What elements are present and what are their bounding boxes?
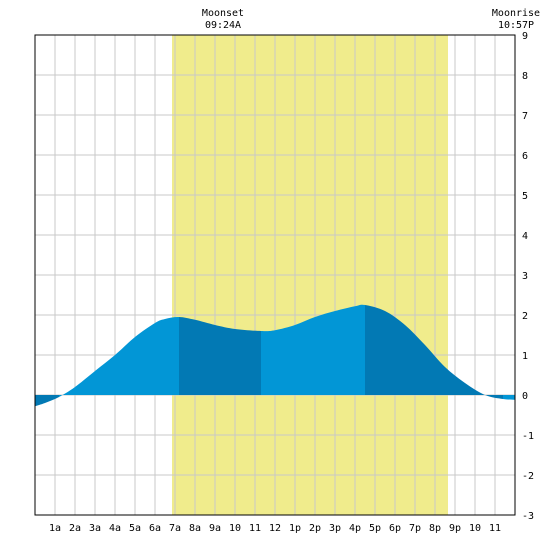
event-name-label: Moonset xyxy=(202,8,244,19)
y-tick-label: -1 xyxy=(522,431,534,442)
y-tick-label: 8 xyxy=(522,71,528,82)
x-tick-label: 5p xyxy=(369,523,381,534)
x-tick-label: 3a xyxy=(89,523,101,534)
event-time-label: 09:24A xyxy=(205,20,241,31)
tide-area-segment xyxy=(35,395,59,407)
y-tick-label: 1 xyxy=(522,351,528,362)
x-tick-label: 7p xyxy=(409,523,421,534)
y-tick-label: 0 xyxy=(522,391,528,402)
tide-area-layer xyxy=(35,304,515,407)
y-tick-label: -2 xyxy=(522,471,534,482)
x-tick-label: 10 xyxy=(469,523,481,534)
y-tick-label: 6 xyxy=(522,151,528,162)
x-tick-label: 4a xyxy=(109,523,121,534)
x-tick-label: 12 xyxy=(269,523,281,534)
x-tick-label: 9a xyxy=(209,523,221,534)
tide-area-segment xyxy=(503,395,515,400)
tide-area-segment xyxy=(261,304,365,395)
y-tick-label: 5 xyxy=(522,191,528,202)
x-tick-label: 5a xyxy=(129,523,141,534)
axis-layer xyxy=(34,34,516,516)
x-tick-label: 10 xyxy=(229,523,241,534)
y-tick-label: 9 xyxy=(522,31,528,42)
label-layer: 1a 2a 3a 4a 5a 6a 7a 8a 9a 10 11 12 1p 2p 3p 4p 5p 6p 7p 8p… xyxy=(49,8,540,534)
y-tick-label: 2 xyxy=(522,311,528,322)
x-tick-label: 6p xyxy=(389,523,401,534)
x-tick-label: 8a xyxy=(189,523,201,534)
event-name-label: Moonrise xyxy=(492,8,540,19)
tide-area-segment xyxy=(179,317,261,395)
x-tick-label: 6a xyxy=(149,523,161,534)
x-tick-label: 7a xyxy=(169,523,181,534)
tide-area-segment xyxy=(365,305,503,399)
event-time-label: 10:57P xyxy=(498,20,534,31)
x-tick-label: 8p xyxy=(429,523,441,534)
x-tick-label: 4p xyxy=(349,523,361,534)
plot-frame xyxy=(34,34,516,516)
x-tick-label: 11 xyxy=(489,523,501,534)
tide-area-segment xyxy=(59,316,179,397)
x-tick-label: 3p xyxy=(329,523,341,534)
y-tick-label: 3 xyxy=(522,271,528,282)
x-tick-label: 1p xyxy=(289,523,301,534)
y-tick-label: 4 xyxy=(522,231,528,242)
x-tick-label: 2p xyxy=(309,523,321,534)
x-tick-label: 1a xyxy=(49,523,61,534)
x-tick-label: 2a xyxy=(69,523,81,534)
x-tick-label: 9p xyxy=(449,523,461,534)
x-tick-label: 11 xyxy=(249,523,261,534)
y-tick-label: 7 xyxy=(522,111,528,122)
y-tick-label: -3 xyxy=(522,511,534,522)
